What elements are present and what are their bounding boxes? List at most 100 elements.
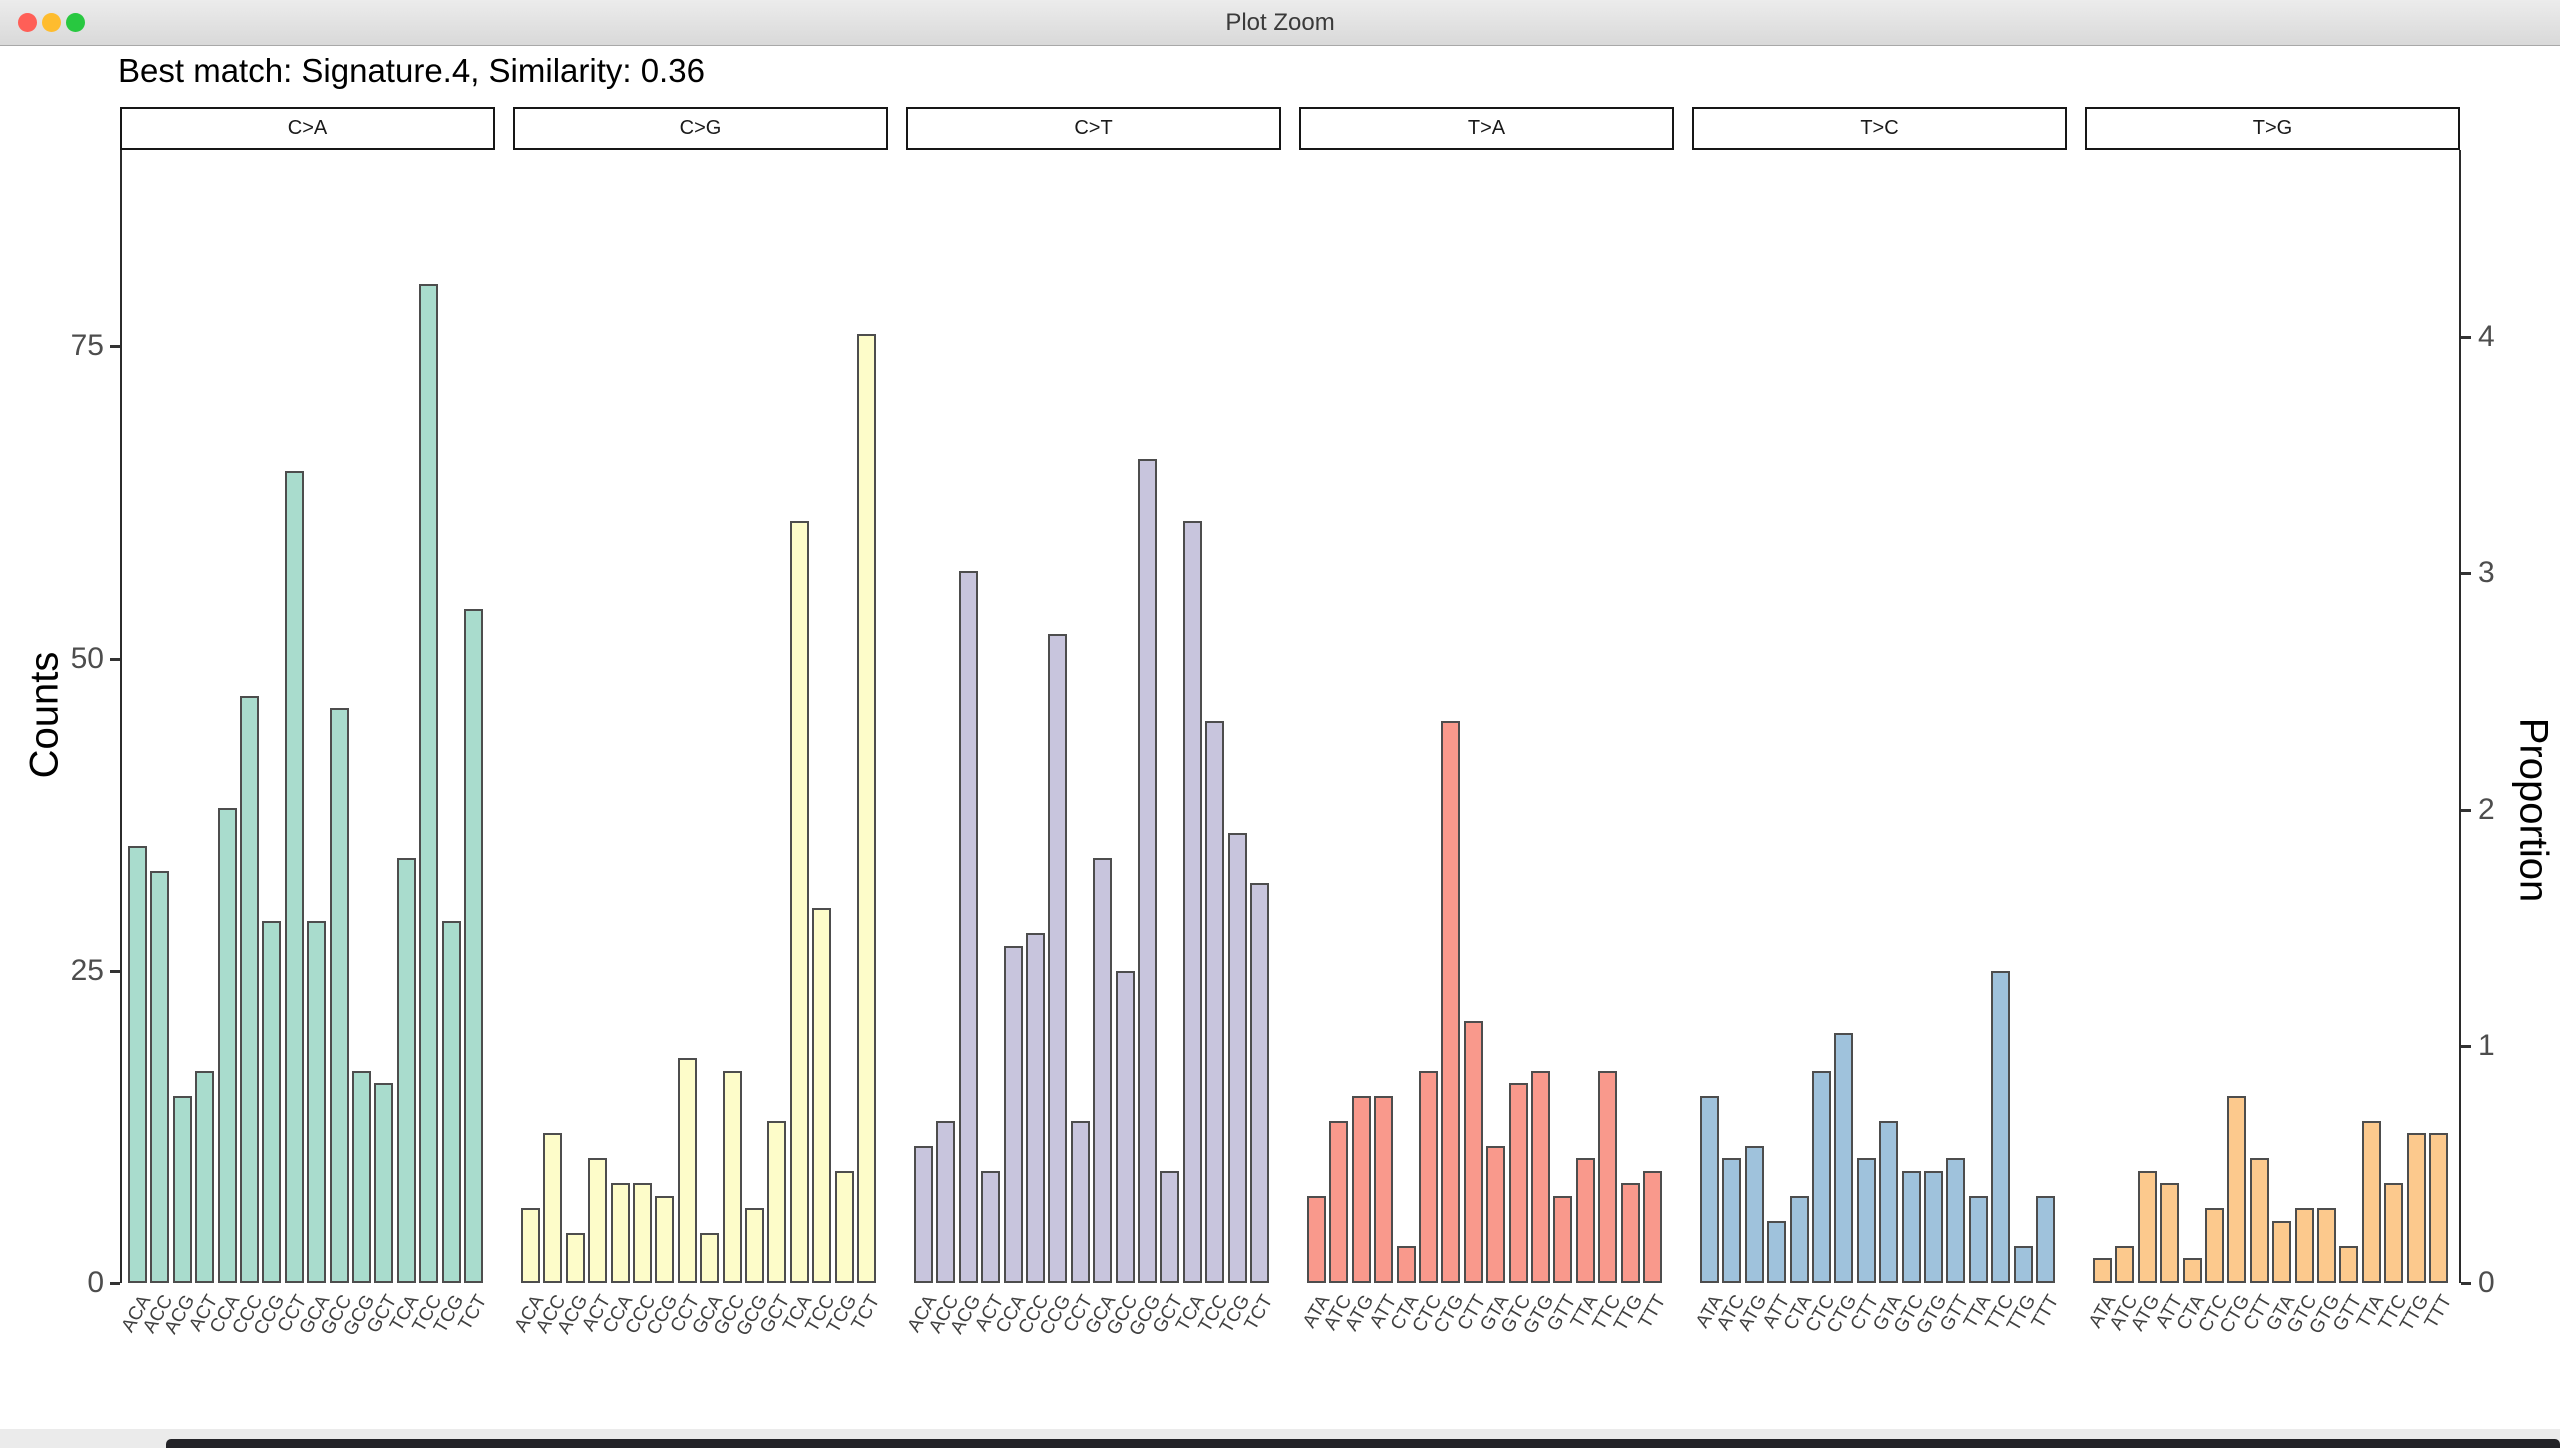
bar-T>C-CTC [1812, 1070, 1831, 1283]
bar-T>G-CTG [2227, 1095, 2247, 1283]
bar-C>A-TCA [396, 858, 416, 1283]
right-axis-tick [2461, 808, 2471, 812]
bar-T>A-CTG [1441, 720, 1461, 1283]
bar-T>C-ATG [1744, 1145, 1764, 1283]
bar-T>G-TTA [2361, 1120, 2381, 1283]
right-axis-tick [2461, 335, 2471, 339]
bar-C>T-TCA [1182, 521, 1202, 1283]
bar-C>G-TCT [857, 333, 876, 1283]
bar-T>G-GTC [2294, 1208, 2314, 1283]
bar-C>A-TCC [419, 283, 439, 1283]
left-axis-line [120, 150, 122, 1283]
bar-C>A-CCT [284, 471, 304, 1283]
bar-C>G-ACT [588, 1158, 608, 1283]
right-axis-tick-label: 4 [2478, 319, 2495, 353]
left-axis-tick [110, 969, 120, 973]
bar-T>G-TTG [2406, 1133, 2426, 1283]
bar-T>C-CTG [1834, 1033, 1854, 1283]
left-axis-tick [110, 345, 120, 349]
bar-T>G-ATA [2093, 1258, 2112, 1283]
right-axis-tick [2461, 1045, 2471, 1049]
bar-C>T-TCG [1227, 833, 1247, 1283]
bar-T>C-ATC [1722, 1158, 1742, 1283]
bar-T>A-GTA [1486, 1145, 1506, 1283]
bar-C>G-CCG [655, 1195, 675, 1283]
bar-C>T-GCT [1160, 1170, 1180, 1283]
left-axis-title: Counts [22, 651, 67, 779]
left-axis-tick [110, 1282, 120, 1285]
left-axis-tick-label: 0 [87, 1266, 104, 1299]
bar-T>C-TTC [1991, 970, 2011, 1283]
bar-T>C-ATA [1700, 1095, 1719, 1283]
bar-C>T-ACG [958, 571, 978, 1283]
window-title: Plot Zoom [1225, 9, 1335, 36]
right-axis-tick-label: 0 [2478, 1266, 2495, 1299]
right-axis-tick-label: 2 [2478, 792, 2495, 826]
bar-C>G-ACA [521, 1208, 540, 1283]
bar-T>A-ATT [1374, 1095, 1394, 1283]
bar-C>A-TCG [441, 920, 461, 1283]
bar-T>C-GTG [1924, 1170, 1943, 1283]
bar-T>A-ATG [1351, 1095, 1371, 1283]
bar-C>A-GCC [329, 708, 349, 1283]
bar-T>G-CTA [2182, 1258, 2202, 1283]
minimize-window-icon[interactable] [42, 13, 61, 32]
facet-strip-T>A: T>A [1299, 107, 1674, 150]
right-axis-title: Proportion [2511, 717, 2556, 903]
bar-T>C-GTA [1879, 1120, 1899, 1283]
bar-C>T-TCC [1205, 720, 1225, 1283]
facet-strip-T>C: T>C [1692, 107, 2067, 150]
bar-T>C-TTT [2036, 1195, 2055, 1283]
bar-C>T-CCG [1048, 633, 1068, 1283]
bar-C>A-ACG [172, 1095, 192, 1283]
bar-C>T-CCT [1070, 1120, 1090, 1283]
right-axis-line [2459, 150, 2461, 1283]
bar-C>T-GCC [1115, 970, 1135, 1283]
bar-T>A-TTT [1643, 1170, 1662, 1283]
bar-T>G-ATT [2160, 1183, 2180, 1283]
bar-C>G-ACG [565, 1233, 585, 1283]
bar-C>G-TCC [812, 908, 832, 1283]
bar-C>T-GCG [1138, 458, 1157, 1283]
bar-C>A-GCT [374, 1083, 394, 1283]
left-axis-tick [110, 657, 120, 661]
window-titlebar[interactable]: Plot Zoom [0, 0, 2560, 46]
bar-T>A-TTA [1575, 1158, 1595, 1283]
bar-C>G-CCC [633, 1183, 652, 1283]
right-axis-tick [2461, 1282, 2471, 1285]
bar-C>A-ACT [195, 1070, 215, 1283]
close-window-icon[interactable] [18, 13, 37, 32]
right-axis-tick [2461, 572, 2471, 576]
bar-T>G-GTG [2317, 1208, 2336, 1283]
bar-T>C-GTC [1901, 1170, 1921, 1283]
bar-C>T-TCT [1250, 883, 1269, 1283]
facet-strip-C>T: C>T [906, 107, 1281, 150]
facet-strip-C>A: C>A [120, 107, 495, 150]
bar-C>A-ACC [150, 870, 170, 1283]
bar-C>A-TCT [464, 608, 483, 1283]
bar-T>G-CTT [2249, 1158, 2269, 1283]
bar-T>A-CTC [1419, 1070, 1438, 1283]
bar-C>T-CCA [1003, 945, 1023, 1283]
bar-C>T-CCC [1026, 933, 1045, 1283]
bar-T>A-CTA [1396, 1245, 1416, 1283]
bar-T>G-ATC [2115, 1245, 2135, 1283]
bar-C>G-GCC [722, 1070, 742, 1283]
bar-T>G-TTT [2429, 1133, 2448, 1283]
bar-C>G-GCA [700, 1233, 720, 1283]
background-window-strip [166, 1439, 2560, 1448]
right-axis-tick-label: 3 [2478, 556, 2495, 590]
bar-T>A-GTC [1508, 1083, 1528, 1283]
bar-C>T-ACT [981, 1170, 1001, 1283]
bar-C>T-ACC [936, 1120, 956, 1283]
bar-T>C-GTT [1946, 1158, 1966, 1283]
bar-C>A-CCA [217, 808, 237, 1283]
zoom-window-icon[interactable] [66, 13, 85, 32]
bar-C>T-ACA [914, 1145, 933, 1283]
facet-strip-T>G: T>G [2085, 107, 2460, 150]
bar-C>G-CCT [677, 1058, 697, 1283]
bar-T>A-GTT [1553, 1195, 1573, 1283]
bar-C>T-GCA [1093, 858, 1113, 1283]
bar-C>G-TCG [834, 1170, 854, 1283]
left-axis-tick-label: 75 [70, 329, 104, 363]
